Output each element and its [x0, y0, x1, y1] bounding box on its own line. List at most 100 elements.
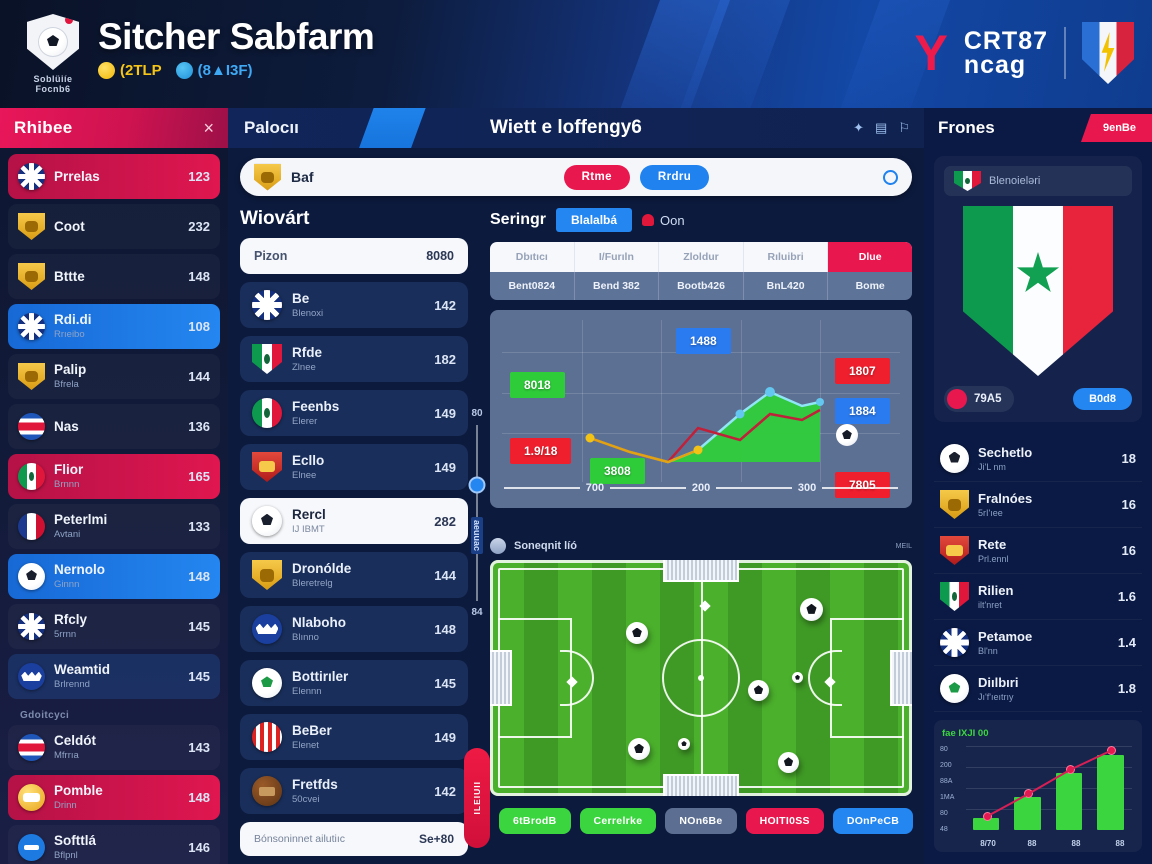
flag-cr-icon [18, 734, 45, 761]
standings-row[interactable]: Be Blenoxi 142 [240, 282, 468, 328]
ball-marker[interactable] [626, 622, 648, 644]
pitch-side-badge[interactable]: ILEIUII [464, 748, 490, 848]
sidebar-item-sublabel: 5rrnn [54, 629, 77, 640]
team-search-field[interactable]: Blenoieləri [944, 166, 1132, 196]
team-action-button[interactable]: B0d8 [1073, 388, 1132, 410]
pitch-tab-0[interactable]: 6tBrodB [499, 808, 571, 834]
pin-icon[interactable]: ✦ [853, 120, 865, 135]
close-icon[interactable]: × [203, 117, 214, 138]
slider-knob[interactable] [468, 476, 486, 494]
sidebar-item-8[interactable]: Nernolo Ginnn 148 [8, 554, 220, 599]
slider-track[interactable]: aeuuac [468, 425, 486, 601]
sidebar-item-5[interactable]: Nas 136 [8, 404, 220, 449]
right-list-item[interactable]: Petamoe Bl'nn 1.4 [934, 620, 1142, 666]
standings-footer[interactable]: Bónsoninnet ailutiıc Se+80 [240, 822, 468, 856]
right-list-item[interactable]: Fralnóes 5rI'ıee 16 [934, 482, 1142, 528]
sidebar-item-12[interactable]: Pomble Drinn 148 [8, 775, 220, 820]
ball-marker[interactable] [800, 598, 823, 621]
right-sidebar-badge[interactable]: 9enBe [1080, 114, 1152, 142]
standings-row[interactable]: Rercl IJ IBMT 282 [240, 498, 468, 544]
football-pitch[interactable] [490, 560, 912, 796]
list-icon[interactable]: ▤ [875, 120, 888, 135]
standings-row[interactable]: Bottirıler Elennn 145 [240, 660, 468, 706]
search-pill-red[interactable]: Rtme [563, 164, 630, 190]
sidebar-item-13[interactable]: Softtlá Bflpnl 146 [8, 825, 220, 864]
flag-mx-shield-icon [252, 344, 282, 374]
sidebar-item-4[interactable]: Palip Bfrela 144 [8, 354, 220, 399]
standings-row-sublabel: IJ IBMT [292, 523, 325, 535]
sidebar-item-sublabel: Avtani [54, 529, 81, 540]
pitch-tab-4[interactable]: DOnPeCB [832, 808, 914, 834]
standings-row-label: Dronólde [292, 561, 352, 576]
standings-row[interactable]: Dronólde Bleretrelg 144 [240, 552, 468, 598]
circle-icon[interactable] [883, 169, 898, 185]
sidebar-item-text: Palip Bfrela [54, 363, 179, 390]
standings-summary[interactable]: Pizon 8080 [240, 238, 468, 274]
bar-chart-y-tick-3: 1MA [940, 794, 955, 801]
bar-chart-title: fae IXJI 00 [942, 728, 989, 739]
sidebar-item-6[interactable]: Flior Brnnn 165 [8, 454, 220, 499]
app-logo[interactable]: Soblüiíe Focnb6 [18, 14, 88, 94]
right-sidebar-header: Frones 9enBe [924, 108, 1152, 148]
sidebar-item-label: Peterlmi [54, 513, 108, 527]
bar-chart-x-tick-2: 88 [1071, 839, 1081, 848]
standings-row[interactable]: Ecllo Elnee 149 [240, 444, 468, 490]
sidebar-item-10[interactable]: Weamtid Brlrennd 145 [8, 654, 220, 699]
badge-gold-icon [18, 213, 45, 240]
pitch-tab-2[interactable]: NOn6Be [665, 808, 737, 834]
ball-marker[interactable] [678, 738, 690, 750]
standings-row[interactable]: Rfde Zlnee 182 [240, 336, 468, 382]
stats-table-tab-3[interactable]: Rıluibri [744, 242, 829, 272]
standings-row-label: Be [292, 291, 310, 306]
standings-row[interactable]: BeBer Elenet 149 [240, 714, 468, 760]
analytics-toggle-button[interactable]: Blalalbá [556, 208, 633, 232]
right-list-item[interactable]: Diılbıri Jı'f'ıeıtrıy 1.8 [934, 666, 1142, 712]
standings-row[interactable]: Nlaboho Blınno 148 [240, 606, 468, 652]
ball-marker[interactable] [792, 672, 803, 683]
flag-icon[interactable]: ⚐ [898, 120, 910, 135]
vertical-slider[interactable]: 80 aeuuac 84 [468, 408, 486, 618]
sidebar-item-9[interactable]: Rfcly 5rrnn 145 [8, 604, 220, 649]
bar-chart-plot [966, 745, 1132, 830]
pitch-tab-1[interactable]: Cerrelrke [579, 808, 657, 834]
flag-jp-icon [252, 614, 282, 644]
header-divider [1064, 27, 1066, 79]
search-input[interactable]: Baf [291, 169, 314, 185]
stats-table-tab-0[interactable]: Dbıtıcı [490, 242, 575, 272]
standings-row-value: 142 [434, 783, 456, 799]
brand-text: CRT87 ncag [963, 27, 1048, 79]
team-search-label: Blenoieləri [989, 175, 1041, 187]
right-list-item[interactable]: Rilien ilt'nret 1.6 [934, 574, 1142, 620]
sidebar-item-label: Celdót [54, 734, 96, 748]
stats-table-cell-3: BnL420 [744, 272, 829, 300]
bar-chart-bar-3 [1097, 755, 1124, 830]
sidebar-item-3[interactable]: Rdi.di Rrıeibo 108 [8, 304, 220, 349]
standings-row-label: Nlaboho [292, 615, 346, 630]
team-stat-chip[interactable]: 79A5 [944, 386, 1014, 412]
stripe-icon [252, 722, 282, 752]
stats-table-tab-1[interactable]: I/Furıln [575, 242, 660, 272]
stats-table-tab-4[interactable]: Dlue [828, 242, 912, 272]
analytics-alert[interactable]: Oon [642, 213, 685, 228]
standings-row-label: Rercl [292, 507, 326, 522]
ball-marker[interactable] [628, 738, 650, 760]
sidebar-item-value: 136 [188, 419, 210, 434]
right-list-item[interactable]: Sechetlo Ji'L nm 18 [934, 436, 1142, 482]
pitch-tab-3[interactable]: HOITI0SS [745, 808, 824, 834]
sidebar-item-0[interactable]: Prrelas 123 [8, 154, 220, 199]
sidebar-item-1[interactable]: Coot 232 [8, 204, 220, 249]
right-list-item[interactable]: Rete Prl.ennl 16 [934, 528, 1142, 574]
standings-row[interactable]: Feenbs Elerer 149 [240, 390, 468, 436]
sidebar-item-label: Bttte [54, 269, 85, 284]
sidebar-item-2[interactable]: Bttte 148 [8, 254, 220, 299]
search-bar[interactable]: Baf Rtme Rrdru [240, 158, 912, 196]
bar-chart-gridline [966, 746, 1132, 747]
search-pill-blue[interactable]: Rrdru [639, 164, 710, 190]
ball-marker[interactable] [748, 680, 769, 701]
page-title: Sitcher Sabfarm [98, 16, 375, 57]
ball-marker[interactable] [778, 752, 799, 773]
stats-table-tab-2[interactable]: Zloldur [659, 242, 744, 272]
sidebar-item-11[interactable]: Celdót Mfrrıa 143 [8, 725, 220, 770]
sidebar-item-7[interactable]: Peterlmi Avtani 133 [8, 504, 220, 549]
standings-row[interactable]: Fretfds 50cvei 142 [240, 768, 468, 814]
